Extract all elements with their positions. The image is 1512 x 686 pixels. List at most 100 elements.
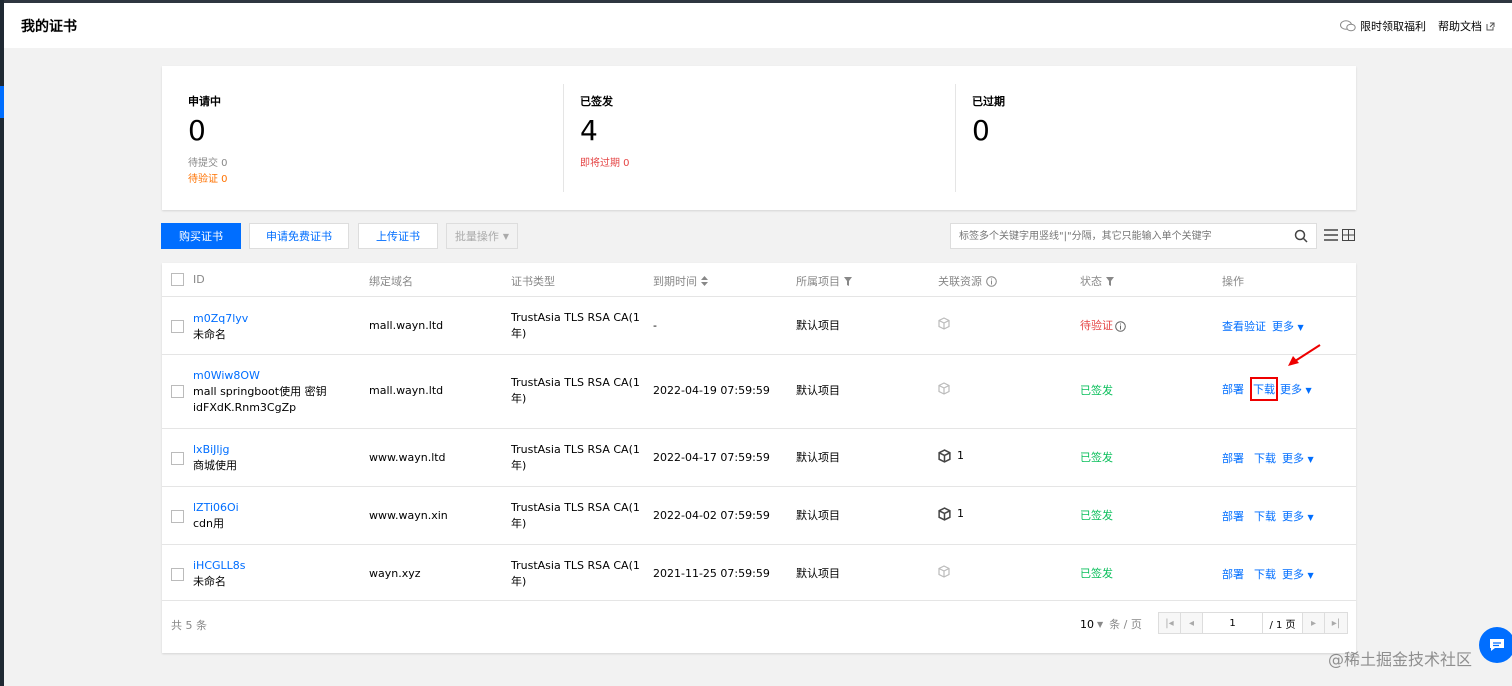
row-domain: www.wayn.xin <box>369 509 448 522</box>
batch-actions-dropdown[interactable]: 批量操作 ▼ <box>446 223 518 249</box>
search-icon[interactable] <box>1294 229 1308 243</box>
cert-id-link[interactable]: m0Wiw8OW <box>193 369 260 382</box>
info-icon[interactable] <box>986 275 997 287</box>
row-status: 已签发 <box>1080 384 1113 397</box>
search-input[interactable] <box>951 224 1281 248</box>
cert-name: 未命名 <box>193 328 226 341</box>
cert-name: 商城使用 <box>193 459 237 472</box>
row-checkbox[interactable] <box>171 568 184 581</box>
filter-icon <box>1106 276 1114 286</box>
apply-free-certificate-button[interactable]: 申请免费证书 <box>249 223 349 249</box>
caret-down-icon: ▼ <box>1307 513 1314 522</box>
cert-name: mall springboot使用 密钥 <box>193 385 327 398</box>
summary-panel: 申请中 0 待提交 0 待验证 0 已签发 4 即将过期 0 已过期 0 <box>162 66 1356 210</box>
chat-support-button[interactable] <box>1479 627 1512 663</box>
cube-icon <box>938 507 951 521</box>
row-status: 待验证 <box>1080 318 1126 334</box>
col-domain: 绑定域名 <box>369 275 413 288</box>
sort-icon <box>701 276 708 286</box>
cert-id-link[interactable]: lZTi06Oi <box>193 501 239 514</box>
col-id: ID <box>193 273 205 286</box>
select-all-checkbox[interactable] <box>171 273 184 286</box>
upload-certificate-button[interactable]: 上传证书 <box>358 223 438 249</box>
info-icon[interactable] <box>1115 320 1126 332</box>
stat-expired-count: 0 <box>972 114 990 147</box>
row-checkbox[interactable] <box>171 320 184 333</box>
row-status: 已签发 <box>1080 451 1113 464</box>
buy-certificate-button[interactable]: 购买证书 <box>161 223 241 249</box>
last-page-icon[interactable]: ▸| <box>1325 613 1347 633</box>
page-size-selector: 10 ▼ 条 / 页 <box>1080 616 1142 632</box>
expiring-count[interactable]: 即将过期 0 <box>580 158 630 169</box>
total-count: 共 5 条 <box>171 619 207 632</box>
more-label: 更多 <box>1272 320 1294 333</box>
certificate-table: ID 绑定域名 证书类型 到期时间 所属项目 关联资源 状态 操作 m0Zq7l… <box>162 263 1356 653</box>
stat-applying-label: 申请中 <box>188 95 221 108</box>
more-dropdown[interactable]: 更多 ▼ <box>1282 566 1314 582</box>
download-link[interactable]: 下载 <box>1254 452 1276 465</box>
row-actions: 部署 下载 更多 ▼ <box>1222 377 1312 401</box>
download-link[interactable]: 下载 <box>1254 568 1276 581</box>
first-page-icon[interactable]: |◂ <box>1159 613 1181 633</box>
stat-divider <box>955 84 956 192</box>
type-line1: TrustAsia TLS RSA CA(1 <box>511 501 640 514</box>
page-size-value: 10 <box>1080 617 1094 631</box>
list-view-icon[interactable] <box>1324 229 1338 241</box>
download-link-highlighted[interactable]: 下载 <box>1250 377 1278 401</box>
stat-expired-label: 已过期 <box>972 95 1005 108</box>
more-dropdown[interactable]: 更多 ▼ <box>1272 318 1304 334</box>
pagination: |◂ ◂ 1 / 1 页 ▸ ▸| <box>1158 612 1348 634</box>
view-verification-link[interactable]: 查看验证 <box>1222 320 1266 333</box>
cert-id-link[interactable]: lxBiJljg <box>193 443 230 456</box>
page-number-input[interactable]: 1 <box>1203 613 1263 633</box>
page-header: 我的证书 限时领取福利 帮助文档 <box>4 3 1512 48</box>
row-type: TrustAsia TLS RSA CA(1 年) <box>511 375 640 407</box>
col-status[interactable]: 状态 <box>1080 273 1114 289</box>
more-dropdown[interactable]: 更多 ▼ <box>1282 450 1314 466</box>
row-domain: mall.wayn.ltd <box>369 319 444 332</box>
red-arrow-annotation <box>1288 344 1321 366</box>
row-resource[interactable]: 1 <box>938 506 964 522</box>
deploy-link[interactable]: 部署 <box>1222 452 1244 465</box>
row-checkbox[interactable] <box>171 452 184 465</box>
row-resource[interactable]: 1 <box>938 448 964 464</box>
download-link[interactable]: 下载 <box>1254 510 1276 523</box>
help-doc-label: 帮助文档 <box>1438 20 1482 33</box>
row-actions: 部署 下载 更多 ▼ <box>1222 508 1314 524</box>
pending-verify-count[interactable]: 待验证 0 <box>188 174 228 185</box>
row-actions: 部署 下载 更多 ▼ <box>1222 450 1314 466</box>
type-line1: TrustAsia TLS RSA CA(1 <box>511 376 640 389</box>
help-doc-link[interactable]: 帮助文档 <box>1438 18 1495 34</box>
deploy-link[interactable]: 部署 <box>1222 383 1244 396</box>
stat-issued-label: 已签发 <box>580 95 613 108</box>
benefit-link[interactable]: 限时领取福利 <box>1340 18 1426 34</box>
prev-page-icon[interactable]: ◂ <box>1181 613 1203 633</box>
next-page-icon[interactable]: ▸ <box>1303 613 1325 633</box>
row-expire: 2022-04-02 07:59:59 <box>653 509 770 522</box>
table-row: iHCGLL8s 未命名 wayn.xyz TrustAsia TLS RSA … <box>162 545 1356 601</box>
col-expire-label: 到期时间 <box>653 275 697 288</box>
col-actions: 操作 <box>1222 275 1244 288</box>
cert-id-link[interactable]: m0Zq7lyv <box>193 312 249 325</box>
grid-view-icon[interactable] <box>1342 229 1355 241</box>
col-resource: 关联资源 <box>938 273 997 289</box>
row-id-cell: m0Wiw8OW mall springboot使用 密钥 idFXdK.Rnm… <box>193 368 327 416</box>
page-size-dropdown[interactable]: 10 ▼ <box>1080 618 1103 631</box>
more-dropdown[interactable]: 更多 ▼ <box>1280 381 1312 397</box>
col-expire[interactable]: 到期时间 <box>653 273 708 289</box>
pending-submit-count: 待提交 0 <box>188 158 228 169</box>
top-border <box>0 0 1512 3</box>
row-checkbox[interactable] <box>171 510 184 523</box>
deploy-link[interactable]: 部署 <box>1222 510 1244 523</box>
cube-icon <box>938 317 950 330</box>
row-project: 默认项目 <box>796 451 840 464</box>
cube-icon <box>938 449 951 463</box>
cert-name: cdn用 <box>193 517 225 530</box>
row-checkbox[interactable] <box>171 385 184 398</box>
deploy-link[interactable]: 部署 <box>1222 568 1244 581</box>
col-status-label: 状态 <box>1080 275 1102 288</box>
more-dropdown[interactable]: 更多 ▼ <box>1282 508 1314 524</box>
col-project[interactable]: 所属项目 <box>796 273 852 289</box>
cert-id-link[interactable]: iHCGLL8s <box>193 559 246 572</box>
row-expire: 2022-04-19 07:59:59 <box>653 384 770 397</box>
